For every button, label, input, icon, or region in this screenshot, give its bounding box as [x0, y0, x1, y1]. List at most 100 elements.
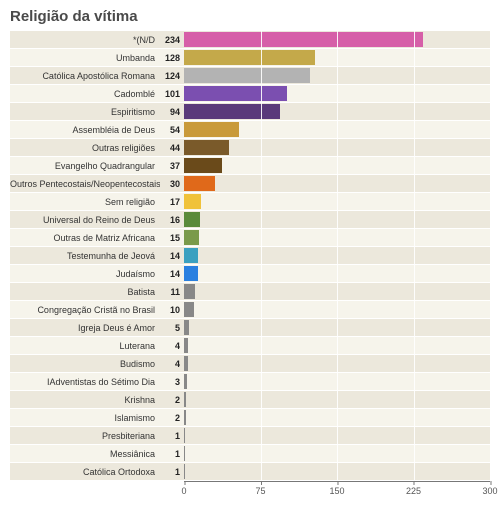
bar: [184, 374, 187, 389]
table-row: Krishna2: [10, 391, 490, 409]
bar-cell: [184, 355, 490, 372]
table-row: IAdventistas do Sétimo Dia3: [10, 373, 490, 391]
bar-cell: [184, 373, 490, 390]
value-label: 44: [160, 139, 184, 156]
value-label: 14: [160, 247, 184, 264]
table-row: Presbiteriana1: [10, 427, 490, 445]
category-label: Assembléia de Deus: [10, 121, 160, 138]
bar-cell: [184, 67, 490, 84]
bar-cell: [184, 445, 490, 462]
category-label: Islamismo: [10, 409, 160, 426]
table-row: Judaísmo14: [10, 265, 490, 283]
table-row: Islamismo2: [10, 409, 490, 427]
table-row: Assembléia de Deus54: [10, 121, 490, 139]
bar-cell: [184, 31, 490, 48]
bar: [184, 392, 186, 407]
table-row: Outras religiões44: [10, 139, 490, 157]
value-label: 3: [160, 373, 184, 390]
value-label: 101: [160, 85, 184, 102]
category-label: Judaísmo: [10, 265, 160, 282]
x-tick-label: 150: [329, 482, 344, 496]
bar-cell: [184, 175, 490, 192]
category-label: Batista: [10, 283, 160, 300]
category-label: Presbiteriana: [10, 427, 160, 444]
category-label: Outros Pentecostais/Neopentecostais: [10, 175, 160, 192]
category-label: Testemunha de Jeová: [10, 247, 160, 264]
value-label: 5: [160, 319, 184, 336]
bar-cell: [184, 121, 490, 138]
bar: [184, 176, 215, 191]
value-label: 2: [160, 409, 184, 426]
value-label: 1: [160, 427, 184, 444]
bar-cell: [184, 211, 490, 228]
value-label: 17: [160, 193, 184, 210]
bar-cell: [184, 103, 490, 120]
table-row: Católica Apostólica Romana124: [10, 67, 490, 85]
table-row: Luterana4: [10, 337, 490, 355]
bar-cell: [184, 157, 490, 174]
bar: [184, 266, 198, 281]
x-tick-label: 225: [406, 482, 421, 496]
value-label: 2: [160, 391, 184, 408]
chart-container: Religião da vítima *(N/D234Umbanda128Cat…: [0, 0, 500, 510]
bar-cell: [184, 247, 490, 264]
x-tick-label: 0: [181, 482, 186, 496]
category-label: *(N/D: [10, 31, 160, 48]
bar: [184, 464, 185, 479]
bar: [184, 338, 188, 353]
bar: [184, 410, 186, 425]
bar-cell: [184, 301, 490, 318]
value-label: 94: [160, 103, 184, 120]
category-label: Igreja Deus é Amor: [10, 319, 160, 336]
bar: [184, 32, 423, 47]
category-label: Espiritismo: [10, 103, 160, 120]
bar-cell: [184, 85, 490, 102]
table-row: Messiânica1: [10, 445, 490, 463]
x-tick-label: 300: [482, 482, 497, 496]
table-row: Espiritismo94: [10, 103, 490, 121]
bar-cell: [184, 391, 490, 408]
table-row: Batista11: [10, 283, 490, 301]
value-label: 4: [160, 355, 184, 372]
value-label: 14: [160, 265, 184, 282]
bar-cell: [184, 283, 490, 300]
bar-cell: [184, 265, 490, 282]
bar: [184, 194, 201, 209]
category-label: Sem religião: [10, 193, 160, 210]
category-label: Católica Ortodoxa: [10, 463, 160, 480]
bar: [184, 68, 310, 83]
category-label: Evangelho Quadrangular: [10, 157, 160, 174]
bar: [184, 122, 239, 137]
bar-cell: [184, 463, 490, 480]
chart-title: Religião da vítima: [10, 8, 490, 25]
bar: [184, 230, 199, 245]
table-row: Testemunha de Jeová14: [10, 247, 490, 265]
table-row: Evangelho Quadrangular37: [10, 157, 490, 175]
category-label: Luterana: [10, 337, 160, 354]
value-label: 10: [160, 301, 184, 318]
bar: [184, 212, 200, 227]
table-row: Católica Ortodoxa1: [10, 463, 490, 481]
category-label: IAdventistas do Sétimo Dia: [10, 373, 160, 390]
value-label: 1: [160, 445, 184, 462]
value-label: 1: [160, 463, 184, 480]
category-label: Congregação Cristã no Brasil: [10, 301, 160, 318]
table-row: Igreja Deus é Amor5: [10, 319, 490, 337]
table-row: Universal do Reino de Deus16: [10, 211, 490, 229]
bar-cell: [184, 49, 490, 66]
x-axis: 075150225300: [184, 481, 490, 501]
bar-cell: [184, 337, 490, 354]
value-label: 234: [160, 31, 184, 48]
category-label: Umbanda: [10, 49, 160, 66]
bar: [184, 428, 185, 443]
table-row: Sem religião17: [10, 193, 490, 211]
value-label: 128: [160, 49, 184, 66]
value-label: 30: [160, 175, 184, 192]
category-label: Krishna: [10, 391, 160, 408]
value-label: 11: [160, 283, 184, 300]
bar-cell: [184, 139, 490, 156]
category-label: Outras religiões: [10, 139, 160, 156]
value-label: 37: [160, 157, 184, 174]
plot-area: *(N/D234Umbanda128Católica Apostólica Ro…: [10, 31, 490, 481]
table-row: Cadomblé101: [10, 85, 490, 103]
